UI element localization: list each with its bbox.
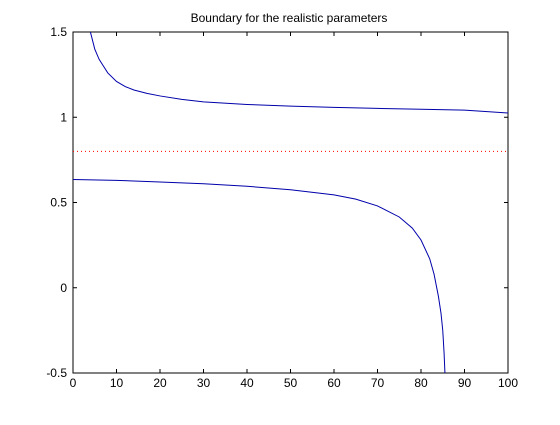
x-tick-label: 0	[70, 376, 77, 390]
x-tick-label: 70	[371, 376, 385, 390]
chart-title: Boundary for the realistic parameters	[191, 11, 388, 25]
y-tick-label: 0	[60, 281, 67, 295]
x-tick-label: 60	[327, 376, 341, 390]
x-tick-label: 50	[284, 376, 298, 390]
y-tick-label: -0.5	[46, 366, 67, 380]
boundary-line-1	[89, 32, 508, 114]
plot-frame	[72, 31, 509, 374]
ticks-group: 0 10 20 30 40 50 60 70 80 90 100-0.500.511.5	[46, 25, 518, 390]
x-tick-label: 80	[414, 376, 428, 390]
x-tick-label: 100	[498, 376, 518, 390]
x-tick-label: 20	[153, 376, 167, 390]
x-tick-label: 10	[110, 376, 124, 390]
x-tick-label: 30	[197, 376, 211, 390]
x-tick-label: 90	[458, 376, 472, 390]
series-group	[73, 32, 508, 373]
boundary-line-2	[73, 178, 446, 373]
y-tick-label: 1.5	[50, 25, 67, 39]
y-tick-label: 1	[60, 110, 67, 124]
x-tick-label: 40	[240, 376, 254, 390]
y-tick-label: 0.5	[50, 196, 67, 210]
